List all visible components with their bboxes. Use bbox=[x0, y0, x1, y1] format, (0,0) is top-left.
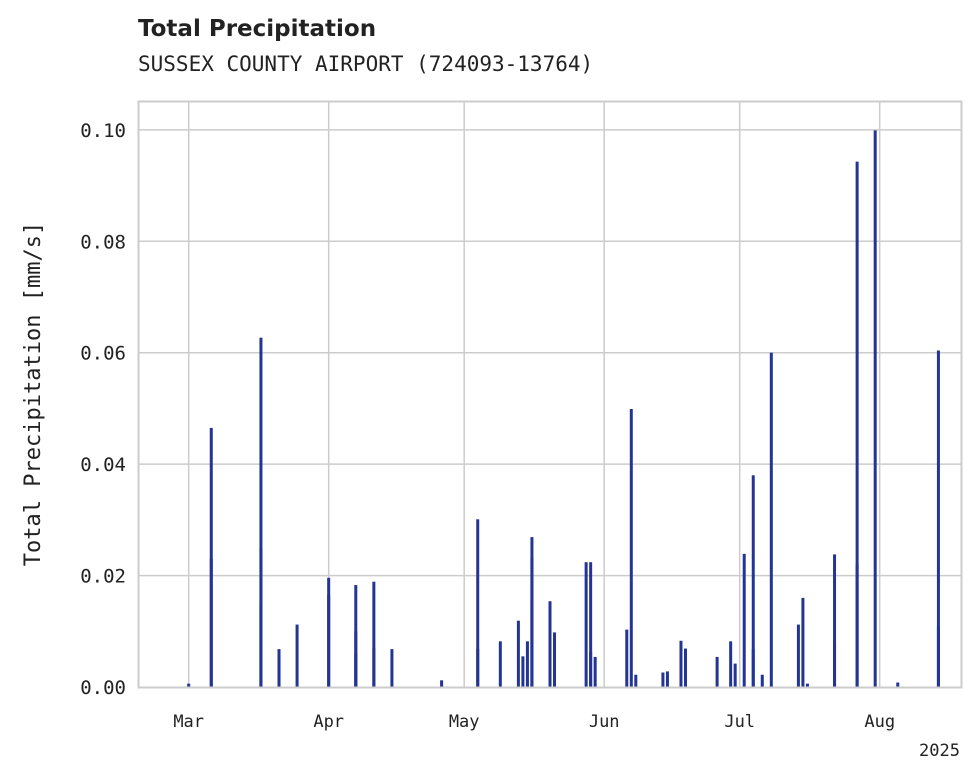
y-tick-label: 0.10 bbox=[80, 120, 126, 142]
precipitation-bar bbox=[760, 674, 764, 687]
precipitation-bar bbox=[440, 680, 444, 687]
precipitation-bar bbox=[683, 648, 687, 687]
precipitation-bar bbox=[354, 653, 358, 687]
precipitation-bar bbox=[327, 595, 331, 687]
precipitation-bar bbox=[209, 558, 213, 687]
x-tick-label: Mar bbox=[173, 712, 204, 732]
precipitation-bar bbox=[625, 629, 629, 687]
y-tick-label: 0.02 bbox=[80, 566, 126, 588]
y-axis-ticks: 0.00 0.02 0.04 0.06 0.08 0.10 bbox=[80, 120, 126, 699]
chart-subtitle: SUSSEX COUNTY AIRPORT (724093-13764) bbox=[138, 52, 594, 76]
precipitation-bar bbox=[476, 649, 480, 687]
precipitation-bar bbox=[589, 562, 593, 687]
precipitation-bar bbox=[593, 656, 597, 687]
y-tick-label: 0.04 bbox=[80, 454, 126, 476]
precipitation-bar bbox=[390, 649, 394, 687]
precipitation-bar bbox=[295, 624, 299, 687]
precipitation-bar bbox=[729, 641, 733, 687]
x-tick-label: May bbox=[449, 712, 480, 732]
bar-series bbox=[187, 130, 940, 688]
x-tick-label: Aug bbox=[864, 712, 895, 732]
precipitation-bar bbox=[801, 597, 805, 687]
precipitation-bar bbox=[833, 554, 837, 687]
precipitation-bar bbox=[629, 408, 633, 687]
precipitation-bar bbox=[769, 352, 773, 687]
precipitation-bar bbox=[187, 683, 191, 687]
precipitation-bar bbox=[661, 672, 665, 687]
plot-frame bbox=[137, 100, 963, 689]
precipitation-bar bbox=[855, 564, 859, 687]
y-tick-label: 0.08 bbox=[80, 231, 126, 253]
precipitation-bar bbox=[805, 683, 809, 687]
precipitation-bar bbox=[665, 671, 669, 687]
precipitation-bar bbox=[634, 674, 638, 687]
precipitation-bar bbox=[548, 601, 552, 687]
precipitation-bar bbox=[873, 130, 877, 687]
y-tick-label: 0.06 bbox=[80, 343, 126, 365]
precipitation-bar bbox=[733, 663, 737, 687]
x-offset-label: 2025 bbox=[919, 741, 960, 761]
precipitation-bar bbox=[796, 624, 800, 687]
precipitation-bar bbox=[521, 656, 525, 687]
precipitation-bar bbox=[936, 626, 940, 687]
precipitation-bar bbox=[742, 553, 746, 687]
precipitation-bar bbox=[936, 350, 940, 687]
precipitation-bar bbox=[530, 600, 534, 687]
x-tick-label: Apr bbox=[313, 712, 344, 732]
y-axis-label: Total Precipitation [mm/s] bbox=[21, 222, 46, 566]
precipitation-bar bbox=[833, 643, 837, 687]
precipitation-bar bbox=[277, 649, 281, 687]
precipitation-bar bbox=[259, 603, 263, 687]
x-tick-label: Jun bbox=[589, 712, 620, 732]
precipitation-bar bbox=[553, 632, 557, 687]
precipitation-bar bbox=[516, 620, 520, 687]
precipitation-bar bbox=[751, 475, 755, 687]
precipitation-bar bbox=[372, 581, 376, 687]
precipitation-bar bbox=[715, 656, 719, 687]
precipitation-bar bbox=[896, 682, 900, 687]
x-tick-label: Jul bbox=[724, 712, 755, 732]
precipitation-bar bbox=[259, 337, 263, 687]
precipitation-bar bbox=[855, 161, 859, 688]
y-tick-label: 0.00 bbox=[80, 677, 126, 699]
precipitation-bar bbox=[209, 427, 213, 687]
precipitation-bar bbox=[476, 519, 480, 687]
chart-title: Total Precipitation bbox=[138, 16, 377, 42]
precipitation-bar bbox=[525, 641, 529, 687]
precipitation-bar bbox=[372, 648, 376, 687]
precipitation-bar bbox=[259, 684, 263, 687]
precipitation-bar bbox=[679, 640, 683, 687]
x-axis-ticks: Mar Apr May Jun Jul Aug bbox=[173, 712, 895, 732]
precipitation-bar bbox=[498, 641, 502, 687]
precipitation-bar bbox=[584, 562, 588, 687]
